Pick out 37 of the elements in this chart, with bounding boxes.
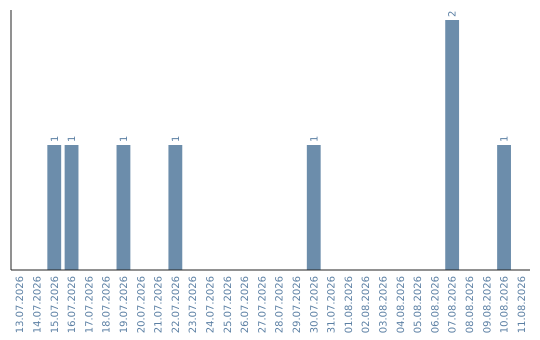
data-label: 2: [448, 10, 459, 17]
x-tick-label: 20.07.2026: [136, 276, 148, 334]
x-tick-label: 24.07.2026: [205, 276, 216, 334]
x-tick-label: 01.08.2026: [344, 276, 355, 334]
x-tick-label: 28.07.2026: [274, 276, 286, 334]
x-tick-label: 16.07.2026: [67, 276, 78, 334]
x-tick-label: 21.07.2026: [154, 276, 165, 334]
x-tick-label: 18.07.2026: [102, 276, 113, 334]
x-tick-label: 04.08.2026: [396, 276, 407, 334]
data-label: 1: [67, 136, 78, 142]
x-tick-label: 31.07.2026: [326, 276, 338, 334]
x-tick-label: 29.07.2026: [292, 276, 303, 334]
data-label: 1: [50, 136, 61, 142]
x-tick-label: 05.08.2026: [413, 276, 424, 334]
x-tick-label: 03.08.2026: [378, 276, 390, 334]
x-tick-label: 22.07.2026: [170, 276, 182, 334]
x-tick-label: 07.08.2026: [448, 276, 459, 334]
x-tick-label: 19.07.2026: [118, 276, 130, 334]
x-tick-label: 06.08.2026: [430, 276, 442, 334]
x-tick-label: 26.07.2026: [240, 276, 252, 334]
x-tick-label: 09.08.2026: [482, 276, 494, 334]
x-tick-label: 11.08.2026: [516, 276, 528, 334]
data-label: 1: [500, 136, 511, 142]
x-tick-label: 15.07.2026: [50, 276, 61, 334]
data-label: 1: [118, 136, 130, 142]
x-tick-label: 23.07.2026: [188, 276, 200, 334]
x-tick-label: 10.08.2026: [500, 276, 511, 334]
x-tick-label: 02.08.2026: [361, 276, 372, 334]
x-tick-label: 25.07.2026: [222, 276, 234, 334]
data-label: 1: [309, 136, 320, 142]
x-tick-label: 14.07.2026: [32, 276, 44, 334]
data-label: 1: [170, 136, 182, 142]
x-tick-label: 08.08.2026: [464, 276, 476, 334]
x-tick-label: 27.07.2026: [257, 276, 268, 334]
x-tick-label: 17.07.2026: [84, 276, 96, 334]
x-tick-label: 13.07.2026: [15, 276, 26, 334]
x-tick-label: 30.07.2026: [309, 276, 320, 334]
